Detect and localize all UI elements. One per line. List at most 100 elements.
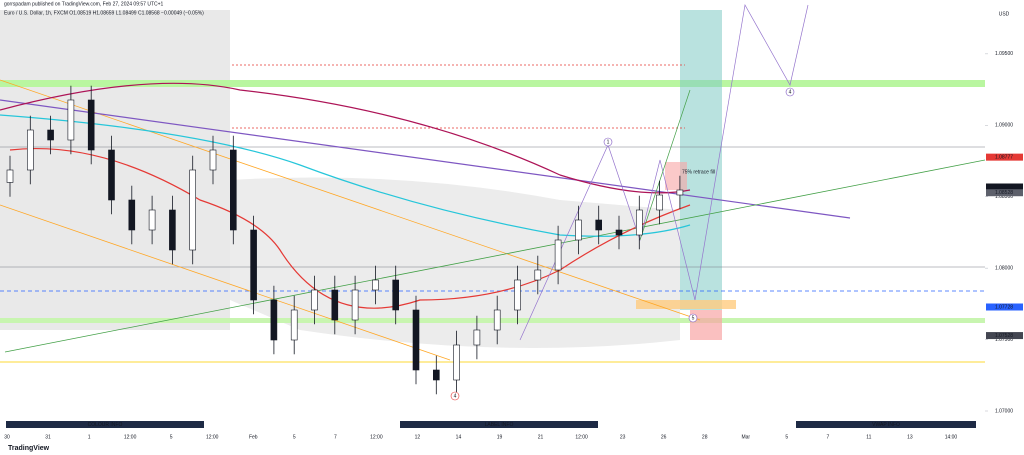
- candle-body: [656, 194, 663, 211]
- price-label-box: [986, 153, 1023, 161]
- candle-body: [615, 229, 623, 236]
- candle-body: [189, 169, 196, 251]
- x-tick-label: 12:00: [575, 434, 588, 440]
- info-box-label: COLOUR INFO: [88, 422, 123, 428]
- order-block: [636, 300, 736, 309]
- candle-body: [290, 309, 298, 341]
- x-tick-label: 13: [907, 434, 913, 440]
- target-zone: [680, 10, 722, 310]
- wave-path: [519, 3, 809, 341]
- x-tick-label: 5: [170, 434, 173, 440]
- y-tick-label: 1.07500: [995, 337, 1013, 343]
- x-tick-label: 1: [88, 434, 91, 440]
- x-tick-label: 31: [45, 434, 51, 440]
- candle-body: [575, 219, 582, 241]
- price-label: 1.08568: [995, 184, 1013, 190]
- info-box: [796, 421, 976, 428]
- price-axis: [985, 0, 1024, 440]
- symbol-line: Euro / U.S. Dollar, 1h, FXCM O1.08519 H1…: [4, 10, 204, 16]
- wave-marker: [688, 313, 698, 323]
- y-tick-label: 1.09000: [995, 123, 1013, 129]
- trend-line: [0, 99, 851, 219]
- price-label-box: [986, 183, 1023, 191]
- candle-body: [26, 129, 34, 171]
- candle-body: [209, 149, 217, 171]
- projection: [639, 89, 691, 241]
- candle-body: [6, 169, 14, 183]
- candle-body: [169, 209, 176, 251]
- moving-average: [9, 147, 691, 309]
- x-tick-label: 23: [620, 434, 626, 440]
- candle-body: [534, 269, 542, 281]
- price-label-box: [986, 332, 1023, 340]
- published: gorrspadam published on TradingView.com,…: [4, 1, 164, 7]
- y-tick-label: 1.08500: [995, 194, 1013, 200]
- x-tick-label: 12:00: [206, 434, 219, 440]
- wave-label: 4: [789, 89, 792, 95]
- candle-body: [635, 209, 643, 236]
- price-label: 1.07528: [995, 333, 1013, 339]
- candle-body: [453, 344, 460, 381]
- candle-body: [250, 229, 257, 301]
- x-tick-label: 28: [702, 434, 708, 440]
- wave-label: 1: [607, 139, 610, 145]
- x-tick-label: Mar: [741, 434, 750, 440]
- info-box-label: VWAP INFO: [872, 422, 900, 428]
- annotation: 75% retrace fill: [682, 169, 715, 175]
- wave-label: 4: [454, 393, 457, 399]
- cloud: [230, 177, 680, 348]
- x-tick-label: 12:00: [124, 434, 137, 440]
- candle-body: [148, 209, 156, 231]
- candle-body: [331, 289, 339, 321]
- candle-body: [351, 289, 359, 321]
- candle-body: [554, 239, 562, 271]
- green-band: [0, 318, 985, 323]
- candle-body: [87, 99, 95, 151]
- trend-line: [0, 79, 701, 321]
- info-box: [400, 421, 598, 428]
- moving-average: [0, 82, 691, 194]
- wave-marker: [785, 87, 795, 97]
- price-label-box: [986, 189, 1023, 197]
- x-tick-label: 12: [415, 434, 421, 440]
- logo: TradingView: [8, 445, 50, 452]
- y-tick-label: 1.07000: [995, 408, 1013, 414]
- info-box-label: LABEL INFO: [485, 422, 514, 428]
- x-tick-label: 5: [785, 434, 788, 440]
- x-tick-label: 19: [497, 434, 503, 440]
- x-tick-label: 30: [4, 434, 10, 440]
- x-tick-label: 21: [538, 434, 544, 440]
- x-tick-label: Feb: [249, 434, 258, 440]
- moving-average: [0, 114, 691, 237]
- price-label: 1.08528: [995, 190, 1013, 196]
- wave-marker: [603, 137, 613, 147]
- x-tick-label: 7: [826, 434, 829, 440]
- candle-body: [372, 279, 379, 291]
- y-tick-label: 1.08000: [995, 265, 1013, 271]
- candle-body: [230, 149, 237, 231]
- candle-body: [412, 309, 420, 371]
- info-box: [6, 421, 204, 428]
- time-axis: [0, 430, 1024, 455]
- candle-body: [67, 99, 75, 141]
- candle-body: [392, 279, 400, 311]
- x-tick-label: 5: [293, 434, 296, 440]
- currency: USD: [999, 11, 1010, 17]
- candle-body: [473, 329, 481, 346]
- price-label: 1.08777: [995, 154, 1013, 160]
- candle-body: [493, 309, 501, 331]
- trend-line: [0, 204, 451, 361]
- x-tick-label: 26: [661, 434, 667, 440]
- candle-body: [595, 219, 603, 231]
- candle-body: [47, 129, 54, 141]
- candle-body: [432, 369, 440, 381]
- x-tick-label: 12:00: [370, 434, 383, 440]
- candle-body: [128, 199, 136, 231]
- candle-body: [676, 189, 684, 196]
- wave-label: 5: [692, 315, 695, 321]
- retrace-zone: [665, 162, 687, 190]
- price-label-box: [986, 303, 1023, 311]
- candle-body: [311, 289, 318, 311]
- green-band: [0, 80, 985, 87]
